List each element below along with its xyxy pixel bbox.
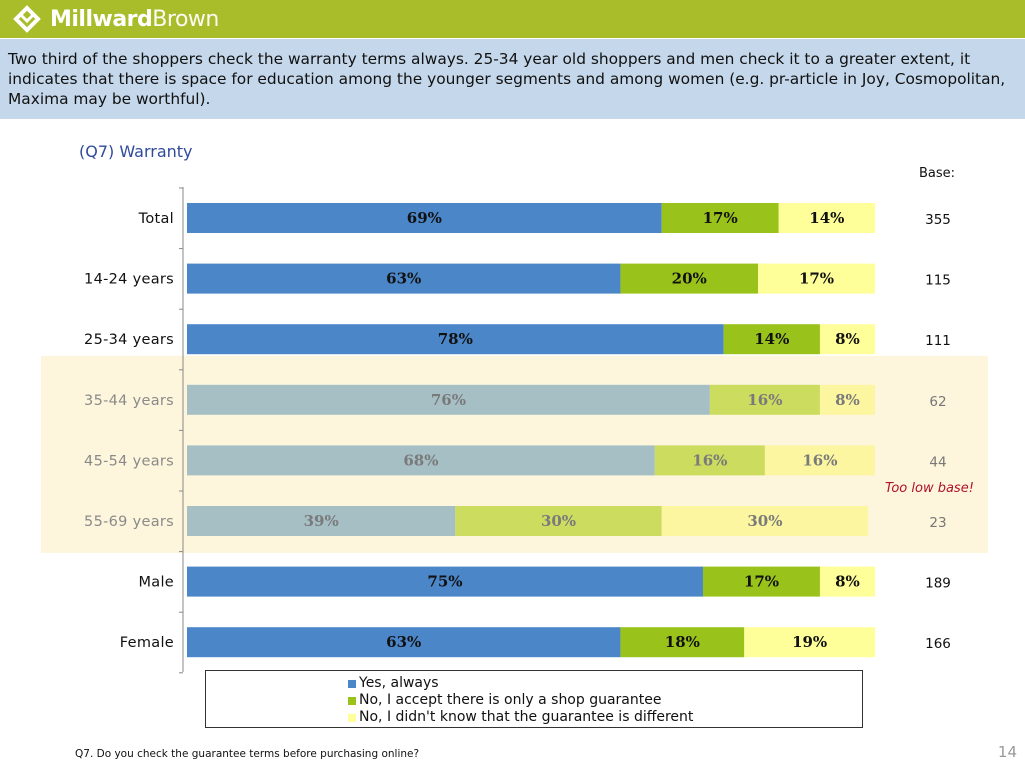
bar-didnt-know-55-69-years [661,506,869,536]
data-label-shop-guarantee-25-34-years: 14% [754,330,789,348]
brand-name-part2: Brown [152,6,219,32]
data-label-shop-guarantee-female: 18% [665,633,700,651]
category-label-25-34-years: 25-34 years [84,332,174,348]
base-header: Base: [919,166,956,181]
bar-didnt-know-total [778,203,875,233]
bar-didnt-know-25-34-years [819,324,875,355]
category-label-female: Female [120,635,174,651]
chart-title: (Q7) Warranty [79,142,193,161]
data-label-didnt-know-14-24-years: 17% [799,270,834,288]
category-label-total: Total [138,211,174,227]
header-bar: MillwardBrown [0,0,1025,38]
bar-yes-female [187,627,621,658]
legend-label-shop-guarantee: No, I accept there is only a shop guaran… [359,692,662,708]
bar-yes-25-34-years [187,324,724,355]
category-label-55-69-years: 55-69 years [84,514,174,530]
legend-item-yes: Yes, always [348,675,862,692]
bar-yes-total [187,203,662,233]
base-value-45-54-years: 44 [929,454,946,470]
data-label-didnt-know-25-34-years: 8% [835,330,860,348]
data-label-yes-25-34-years: 78% [438,330,473,348]
bar-yes-35-44-years [187,384,710,415]
data-label-shop-guarantee-total: 17% [703,209,738,227]
base-value-35-44-years: 62 [929,394,946,410]
legend-label-didnt-know: No, I didn't know that the guarantee is … [359,709,694,725]
bar-yes-male [187,566,703,597]
millward-brown-logo-icon [13,5,41,33]
category-label-45-54-years: 45-54 years [84,453,174,469]
bar-yes-14-24-years [187,263,621,294]
data-label-didnt-know-35-44-years: 8% [835,391,860,409]
data-label-shop-guarantee-55-69-years: 30% [541,512,576,530]
data-label-shop-guarantee-35-44-years: 16% [747,391,782,409]
data-label-shop-guarantee-14-24-years: 20% [672,270,707,288]
data-label-yes-45-54-years: 68% [403,451,438,469]
data-label-yes-55-69-years: 39% [304,512,339,530]
data-label-yes-female: 63% [386,633,421,651]
data-label-shop-guarantee-45-54-years: 16% [692,451,727,469]
legend-swatch-didnt-know [348,713,356,722]
brand-name-part1: Millward [50,6,153,32]
base-value-14-24-years: 115 [925,273,951,289]
bar-shop-guarantee-total [661,203,779,233]
data-label-yes-35-44-years: 76% [431,391,466,409]
bar-yes-45-54-years [187,445,655,476]
data-label-didnt-know-45-54-years: 16% [802,451,837,469]
data-label-shop-guarantee-male: 17% [744,573,779,591]
bar-shop-guarantee-female [620,627,745,658]
data-label-yes-14-24-years: 63% [386,270,421,288]
bar-didnt-know-45-54-years [764,445,875,476]
bar-shop-guarantee-25-34-years [723,324,820,355]
bar-yes-55-69-years [187,506,456,536]
bar-didnt-know-35-44-years [819,384,875,415]
legend-swatch-shop-guarantee [348,696,356,705]
data-label-yes-total: 69% [407,209,442,227]
legend-item-didnt-know: No, I didn't know that the guarantee is … [348,709,862,726]
bar-didnt-know-male [819,566,875,597]
bar-shop-guarantee-14-24-years [620,263,759,294]
bar-didnt-know-14-24-years [758,263,875,294]
category-label-14-24-years: 14-24 years [84,272,174,288]
base-value-25-34-years: 111 [925,333,951,349]
legend-item-shop-guarantee: No, I accept there is only a shop guaran… [348,692,862,709]
bar-shop-guarantee-55-69-years [455,506,662,536]
question-footnote: Q7. Do you check the guarantee terms bef… [75,748,420,760]
base-value-male: 189 [925,576,951,592]
page-number: 14 [997,743,1017,761]
bar-shop-guarantee-45-54-years [654,445,765,476]
base-value-55-69-years: 23 [929,515,946,531]
data-label-didnt-know-male: 8% [835,573,860,591]
headline-box: Two third of the shoppers check the warr… [0,39,1025,119]
bar-didnt-know-female [744,627,875,658]
legend-swatch-yes [348,679,356,688]
headline-text: Two third of the shoppers check the warr… [8,50,1006,108]
data-label-yes-male: 75% [427,573,462,591]
data-label-didnt-know-total: 14% [809,209,844,227]
chart-legend: Yes, always No, I accept there is only a… [205,670,863,728]
category-label-male: Male [138,575,174,591]
bar-shop-guarantee-35-44-years [709,384,820,415]
base-value-female: 166 [925,636,951,652]
data-label-didnt-know-55-69-years: 30% [747,512,782,530]
brand-name: MillwardBrown [50,7,219,32]
legend-label-yes: Yes, always [359,675,439,691]
base-value-total: 355 [925,212,951,228]
too-low-base-note: Too low base! [885,481,974,496]
brand-logo: MillwardBrown [12,2,219,36]
data-label-didnt-know-female: 19% [792,633,827,651]
bar-shop-guarantee-male [703,566,820,597]
category-label-35-44-years: 35-44 years [84,393,174,409]
